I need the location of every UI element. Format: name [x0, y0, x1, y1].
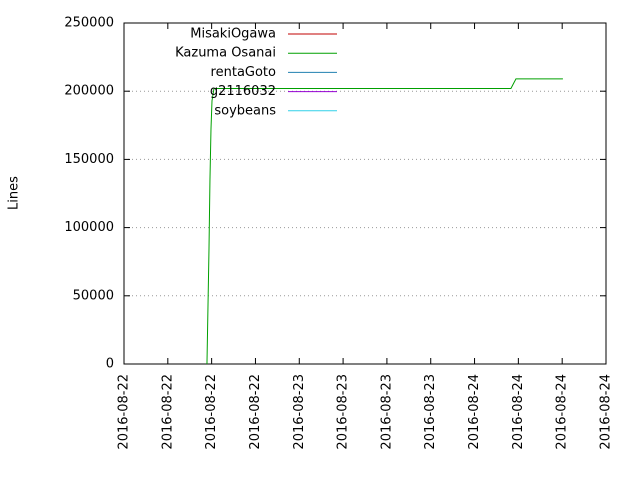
- x-tick-label: 2016-08-23: [292, 374, 307, 450]
- x-tick-label: 2016-08-22: [204, 374, 219, 450]
- x-tick-label: 2016-08-23: [423, 374, 438, 450]
- legend-label: soybeans: [214, 103, 276, 118]
- legend-label: MisakiOgawa: [190, 27, 276, 42]
- y-tick-label: 50000: [73, 288, 114, 303]
- y-tick-label: 150000: [64, 152, 114, 167]
- legend-label: Kazuma Osanai: [175, 46, 276, 61]
- legend-label: g2116032: [210, 84, 276, 99]
- y-tick-label: 200000: [64, 84, 114, 99]
- x-tick-label: 2016-08-24: [467, 374, 482, 450]
- x-tick-label: 2016-08-22: [248, 374, 263, 450]
- x-tick-label: 2016-08-24: [599, 374, 614, 450]
- x-tick-label: 2016-08-24: [555, 374, 570, 450]
- y-axis-label: Lines: [7, 176, 22, 210]
- y-tick-label: 0: [106, 357, 114, 372]
- x-tick-label: 2016-08-23: [336, 374, 351, 450]
- x-tick-label: 2016-08-22: [160, 374, 175, 450]
- x-tick-label: 2016-08-24: [511, 374, 526, 450]
- y-tick-label: 100000: [64, 220, 114, 235]
- x-tick-label: 2016-08-23: [379, 374, 394, 450]
- x-tick-label: 2016-08-22: [117, 374, 132, 450]
- y-tick-label: 250000: [64, 16, 114, 31]
- series-line: [206, 78, 563, 365]
- legend-label: rentaGoto: [211, 65, 276, 80]
- plot-frame: [123, 22, 607, 365]
